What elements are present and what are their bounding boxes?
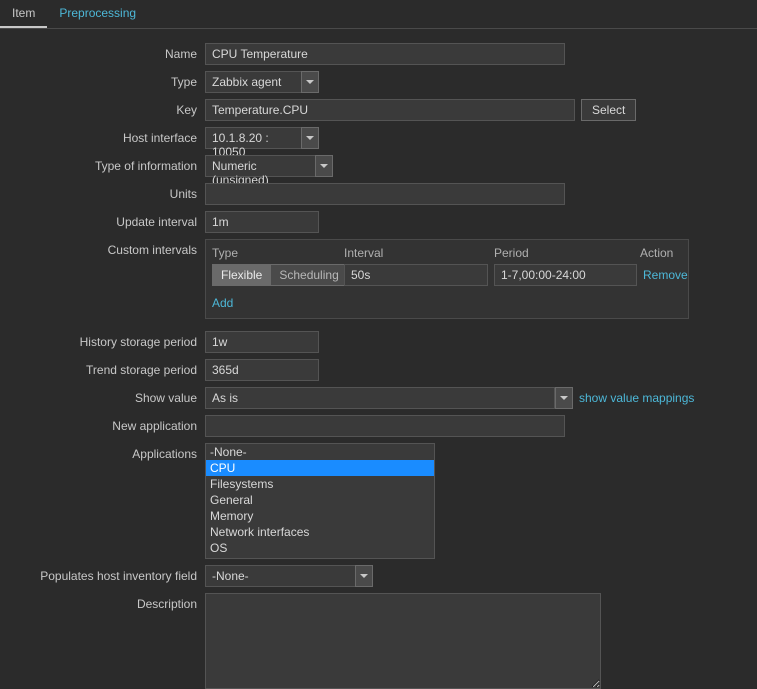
ci-header-interval: Interval <box>344 246 494 260</box>
list-item[interactable]: Network interfaces <box>206 524 434 540</box>
units-input[interactable] <box>205 183 565 205</box>
ci-header-action: Action <box>640 246 682 260</box>
label-trend-storage-period: Trend storage period <box>0 359 205 377</box>
interval-type-toggle: Flexible Scheduling <box>212 264 338 286</box>
trend-storage-period-input[interactable] <box>205 359 319 381</box>
show-value-value: As is <box>205 387 555 409</box>
label-type-of-information: Type of information <box>0 155 205 173</box>
host-interface-select[interactable]: 10.1.8.20 : 10050 <box>205 127 319 149</box>
remove-link[interactable]: Remove <box>643 268 688 282</box>
type-of-information-select[interactable]: Numeric (unsigned) <box>205 155 333 177</box>
label-units: Units <box>0 183 205 201</box>
label-host-interface: Host interface <box>0 127 205 145</box>
list-item[interactable]: -None- <box>206 444 434 460</box>
label-populates-host-inventory-field: Populates host inventory field <box>0 565 205 583</box>
custom-intervals-panel: Type Interval Period Action Flexible Sch… <box>205 239 689 319</box>
populates-host-inventory-select[interactable]: -None- <box>205 565 373 587</box>
list-item[interactable]: OS <box>206 540 434 556</box>
interval-input[interactable] <box>344 264 488 286</box>
list-item[interactable]: CPU <box>206 460 434 476</box>
chevron-down-icon[interactable] <box>301 71 319 93</box>
label-custom-intervals: Custom intervals <box>0 239 205 257</box>
description-textarea[interactable] <box>205 593 601 689</box>
type-select[interactable]: Zabbix agent <box>205 71 319 93</box>
list-item[interactable]: General <box>206 492 434 508</box>
form: Name Type Zabbix agent Key Select Host i… <box>0 29 757 689</box>
label-show-value: Show value <box>0 387 205 405</box>
ci-header-type: Type <box>212 246 344 260</box>
list-item[interactable]: Memory <box>206 508 434 524</box>
type-select-value: Zabbix agent <box>205 71 301 93</box>
name-input[interactable] <box>205 43 565 65</box>
scheduling-button[interactable]: Scheduling <box>270 264 347 286</box>
tab-preprocessing[interactable]: Preprocessing <box>47 0 148 28</box>
list-item[interactable]: Filesystems <box>206 476 434 492</box>
chevron-down-icon[interactable] <box>355 565 373 587</box>
label-name: Name <box>0 43 205 61</box>
chevron-down-icon[interactable] <box>555 387 573 409</box>
label-new-application: New application <box>0 415 205 433</box>
show-value-select[interactable]: As is <box>205 387 573 409</box>
new-application-input[interactable] <box>205 415 565 437</box>
add-link[interactable]: Add <box>212 296 233 310</box>
update-interval-input[interactable] <box>205 211 319 233</box>
label-applications: Applications <box>0 443 205 461</box>
chevron-down-icon[interactable] <box>301 127 319 149</box>
populates-host-inventory-value: -None- <box>205 565 355 587</box>
ci-header-period: Period <box>494 246 640 260</box>
label-type: Type <box>0 71 205 89</box>
period-input[interactable] <box>494 264 637 286</box>
label-key: Key <box>0 99 205 117</box>
tabs: Item Preprocessing <box>0 0 757 29</box>
type-of-information-value: Numeric (unsigned) <box>205 155 315 177</box>
select-button[interactable]: Select <box>581 99 636 121</box>
flexible-button[interactable]: Flexible <box>212 264 270 286</box>
applications-listbox[interactable]: -None-CPUFilesystemsGeneralMemoryNetwork… <box>205 443 435 559</box>
chevron-down-icon[interactable] <box>315 155 333 177</box>
label-description: Description <box>0 593 205 611</box>
show-value-mappings-link[interactable]: show value mappings <box>579 391 694 405</box>
label-update-interval: Update interval <box>0 211 205 229</box>
label-history-storage-period: History storage period <box>0 331 205 349</box>
history-storage-period-input[interactable] <box>205 331 319 353</box>
tab-item[interactable]: Item <box>0 0 47 28</box>
host-interface-value: 10.1.8.20 : 10050 <box>205 127 301 149</box>
key-input[interactable] <box>205 99 575 121</box>
list-item[interactable]: Performance <box>206 556 434 559</box>
